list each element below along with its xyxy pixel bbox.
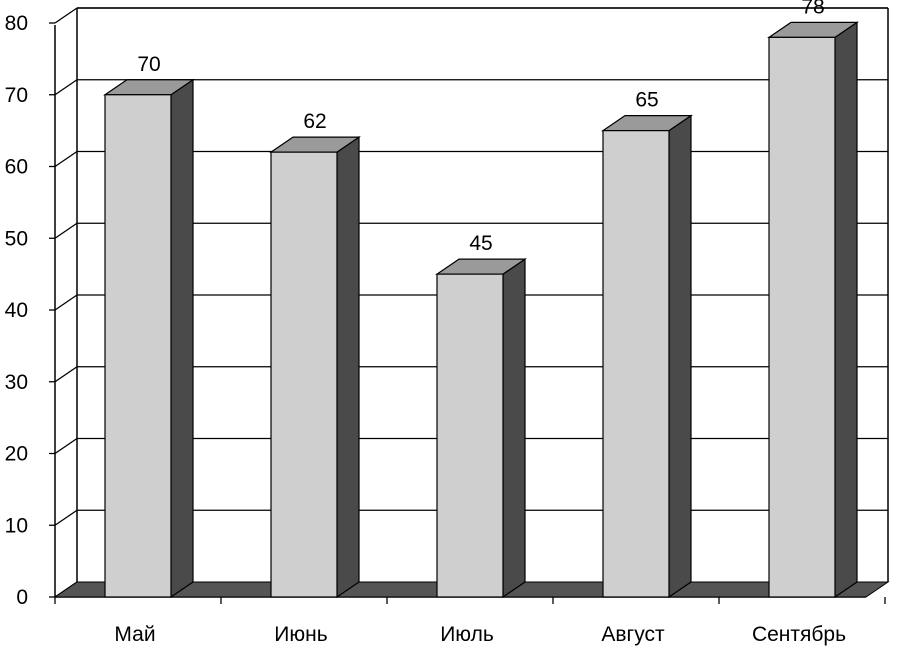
gridline-diagonal <box>54 150 78 168</box>
bar <box>103 78 195 599</box>
gridline-diagonal <box>54 222 78 239</box>
y-tick-label: 40 <box>5 299 28 322</box>
bar-front-face <box>768 36 836 598</box>
data-label: 62 <box>303 110 326 133</box>
x-tick-label: Июнь <box>274 623 327 646</box>
y-tick-label: 30 <box>5 371 28 394</box>
gridline-diagonal <box>54 509 78 526</box>
bar-side-face <box>336 136 360 599</box>
x-tick-label: Август <box>601 623 665 646</box>
data-label: 78 <box>801 0 824 18</box>
bar <box>269 136 361 599</box>
x-tick-label: Май <box>114 623 155 646</box>
bar-front-face <box>104 94 172 598</box>
y-tick-label: 10 <box>5 514 28 537</box>
y-tick-label: 50 <box>5 227 28 250</box>
y-tick-label: 0 <box>16 586 28 609</box>
gridline-diagonal <box>54 437 78 455</box>
bar-side-face <box>668 114 692 599</box>
bars <box>103 21 859 599</box>
bar-front-face <box>602 130 670 598</box>
bar-side-face <box>834 21 858 599</box>
x-tick-label: Июль <box>440 623 494 646</box>
bar-front-face <box>436 273 504 598</box>
data-label: 65 <box>635 89 658 112</box>
gridline-diagonal <box>54 7 78 24</box>
bar-side-face <box>170 78 194 599</box>
data-label: 45 <box>469 232 492 255</box>
bar <box>601 114 693 599</box>
gridline-diagonal <box>54 79 78 96</box>
bar <box>435 257 527 599</box>
bar <box>767 21 859 599</box>
data-label: 70 <box>137 53 160 76</box>
x-tick-label: Сентябрь <box>752 623 846 646</box>
data-labels: 70 62 45 65 78 <box>137 0 824 255</box>
y-tick-labels: 0 10 20 30 40 50 60 70 80 <box>5 12 28 609</box>
bar-front-face <box>270 151 338 598</box>
bar-side-face <box>502 257 526 599</box>
y-tick-label: 70 <box>5 84 28 107</box>
gridline-diagonal <box>54 366 78 383</box>
y-tick-label: 80 <box>5 12 28 35</box>
y-tick-label: 20 <box>5 443 28 466</box>
x-tick-labels: Май Июнь Июль Август Сентябрь <box>114 623 846 646</box>
gridline-diagonal <box>54 294 78 311</box>
y-tick-label: 60 <box>5 156 28 179</box>
